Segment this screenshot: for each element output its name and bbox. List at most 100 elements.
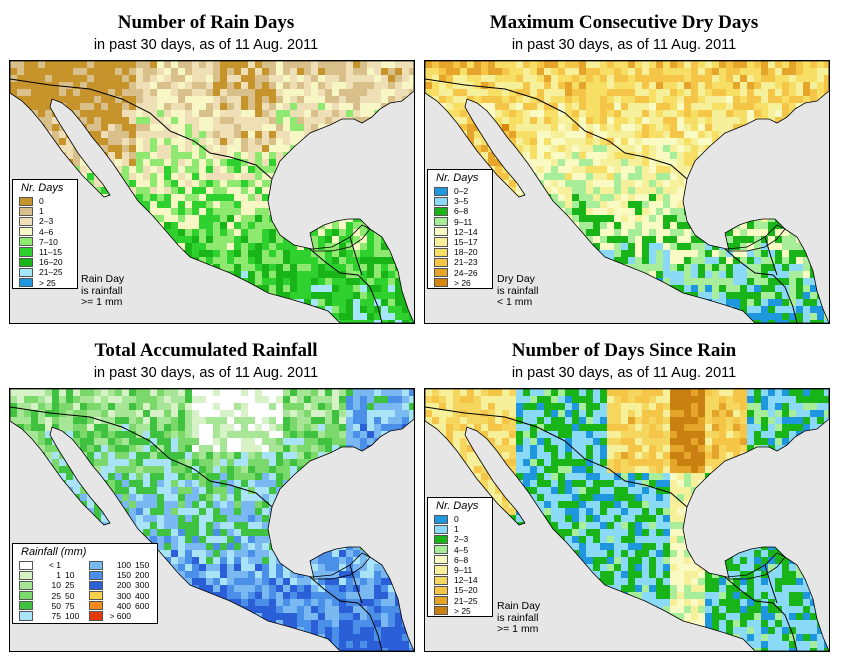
legend-item: 6–8 — [428, 555, 492, 565]
legend-label: 18–20 — [454, 247, 478, 258]
legend-swatch — [434, 227, 448, 237]
legend-item: 50 75 — [13, 601, 83, 611]
panel1-title: Number of Rain Days — [117, 12, 295, 33]
legend-swatch — [434, 514, 448, 524]
legend-label: > 25 — [454, 605, 471, 616]
legend-swatch — [19, 278, 33, 288]
note-line: Dry Day — [497, 273, 535, 285]
note-line: >= 1 mm — [497, 623, 539, 635]
legend-swatch — [19, 267, 33, 277]
border-line — [764, 564, 778, 604]
legend-item: 100 150 — [83, 560, 153, 570]
legend-title: Nr. Days — [436, 172, 479, 184]
legend-range-low: 100 — [116, 560, 131, 570]
legend-label: 4–6 — [39, 226, 54, 237]
legend-swatch — [89, 570, 103, 580]
legend-item: 12–14 — [428, 575, 492, 585]
legend-swatch — [434, 534, 448, 545]
legend-label: 15–17 — [454, 236, 478, 247]
legend-item: 1 — [13, 206, 77, 216]
legend-range-low: 200 — [116, 580, 131, 591]
legend-label: 9–11 — [454, 564, 473, 575]
legend-item: 2–3 — [428, 534, 492, 544]
legend-range-low: 300 — [116, 590, 131, 601]
legend-item: 1 10 — [13, 570, 83, 580]
legend-label: 21–25 — [39, 267, 63, 278]
legend-range-low: 10 — [51, 580, 61, 591]
rain-days-legend: Nr. Days 0 1 2–3 4–6 7–10 11–15 16–20 21–25 > 25 — [12, 179, 78, 289]
legend-item: 24–26 — [428, 268, 492, 278]
note-line: >= 1 mm — [81, 296, 123, 308]
legend-label: 0 — [454, 514, 459, 524]
legend-swatch — [19, 237, 33, 247]
legend-item: 400 600 — [83, 601, 153, 611]
coastline — [425, 389, 829, 651]
legend-item: 300 400 — [83, 591, 153, 601]
legend-swatch — [434, 585, 448, 595]
legend-label: 1 — [39, 206, 44, 217]
panel4-title: Number of Days Since Rain — [511, 340, 737, 361]
legend-item: 0 — [428, 514, 492, 524]
map-canvas — [425, 389, 829, 651]
legend-item: 25 50 — [13, 591, 83, 601]
legend-swatch — [434, 606, 448, 616]
rainfall-legend: Rainfall (mm) < 1 100 150 1 10 150 200 10 25 200 3… — [12, 543, 158, 625]
legend-label: 11–15 — [39, 246, 63, 257]
legend-swatch — [19, 591, 33, 601]
legend-label: 4–5 — [454, 544, 469, 555]
panel2-title: Maximum Consecutive Dry Days — [489, 12, 759, 33]
legend-item: 2–3 — [13, 216, 77, 226]
legend-item: 75 100 — [13, 611, 83, 621]
legend-label: 16–20 — [39, 257, 63, 268]
legend-range-low: 25 — [51, 590, 61, 601]
legend-swatch — [434, 257, 448, 267]
legend-label: 3–5 — [454, 196, 469, 207]
legend-item: 16–20 — [13, 257, 77, 267]
legend-swatch — [19, 247, 33, 257]
legend-swatch — [19, 196, 33, 206]
coastline — [10, 61, 414, 323]
legend-label: 9–11 — [454, 216, 473, 227]
note-line: is rainfall — [497, 611, 539, 624]
legend-item: > 25 — [13, 278, 77, 288]
legend-label: 15–20 — [454, 585, 478, 596]
legend-item: 0–2 — [428, 186, 492, 196]
legend-swatch — [89, 560, 103, 570]
legend-title: Rainfall (mm) — [21, 546, 87, 558]
legend-range-high: 150 — [135, 560, 150, 570]
legend-range-low: > 600 — [109, 610, 131, 621]
legend-swatch — [19, 580, 33, 591]
legend-swatch — [19, 216, 33, 227]
border-line — [309, 576, 383, 651]
coastline — [724, 218, 786, 252]
legend-label: 0–2 — [454, 186, 469, 196]
rain-day-note-2: Rain Day is rainfall >= 1 mm — [497, 600, 541, 636]
legend-label: 6–8 — [454, 554, 469, 565]
legend-item: 21–25 — [13, 267, 77, 277]
legend-swatch — [434, 186, 448, 196]
legend-label: > 25 — [39, 277, 56, 288]
legend-label: 12–14 — [454, 575, 478, 586]
legend-item: 150 200 — [83, 570, 153, 580]
legend-swatch — [19, 570, 33, 580]
dry-day-note: Dry Day is rainfall < 1 mm — [497, 273, 538, 309]
legend-range-low: 75 — [51, 610, 61, 621]
legend-item: 3–5 — [428, 196, 492, 206]
legend-item: > 26 — [428, 278, 492, 288]
legend-swatch — [434, 196, 448, 206]
note-line: Rain Day — [497, 600, 541, 612]
legend-swatch — [434, 596, 448, 606]
rain-day-note: Rain Day is rainfall >= 1 mm — [81, 273, 125, 309]
legend-label: 6–8 — [454, 206, 469, 217]
legend-item: 11–15 — [13, 247, 77, 257]
legend-label: 24–26 — [454, 267, 478, 278]
legend-range-high: 300 — [135, 580, 150, 591]
panel2-subtitle: in past 30 days, as of 11 Aug. 2011 — [511, 37, 737, 53]
legend-range-high: 100 — [65, 610, 80, 621]
legend-item: 6–8 — [428, 206, 492, 216]
legend-swatch — [89, 591, 103, 601]
note-line: < 1 mm — [497, 296, 533, 308]
note-line: Rain Day — [81, 273, 125, 285]
legend-swatch — [19, 601, 33, 611]
rain-days-map — [9, 60, 415, 324]
